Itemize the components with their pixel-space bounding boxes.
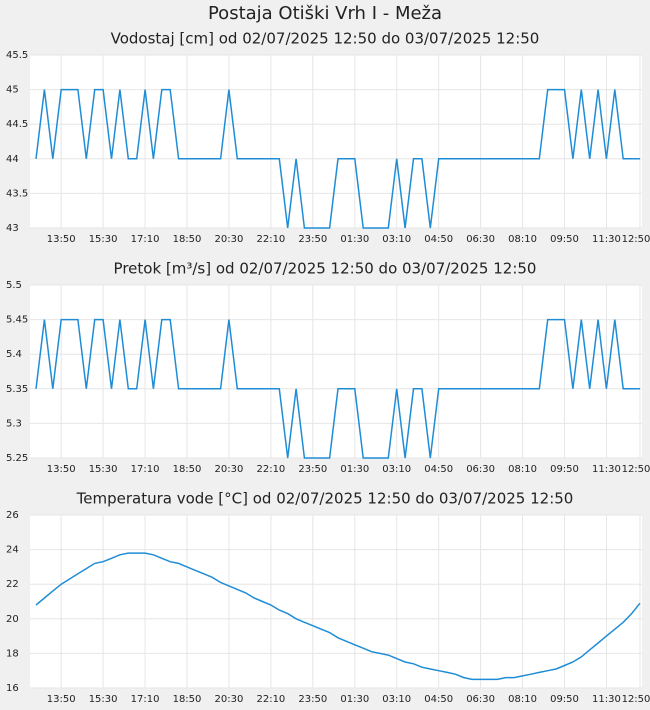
x-tick-label: 03:10 — [382, 234, 411, 245]
data-line — [35, 318, 640, 459]
x-tick-label: 20:30 — [215, 234, 244, 245]
x-tick-label: 15:30 — [89, 694, 118, 705]
x-tick-label: 06:30 — [466, 234, 495, 245]
x-tick-label: 11:30 — [592, 694, 621, 705]
y-tick-label: 22 — [6, 579, 19, 590]
chart-title: Temperatura vode [°C] od 02/07/2025 12:5… — [76, 490, 574, 508]
x-tick-label: 17:10 — [131, 234, 160, 245]
x-tick-label: 23:50 — [298, 234, 327, 245]
x-tick-label: 04:50 — [424, 464, 453, 475]
y-tick-label: 44.5 — [6, 119, 28, 130]
x-tick-label: 13:50 — [47, 694, 76, 705]
x-tick-label: 22:10 — [256, 694, 285, 705]
x-tick-label: 12:50 — [622, 694, 650, 705]
x-tick-label: 08:10 — [508, 234, 537, 245]
x-tick-label: 09:50 — [550, 694, 579, 705]
x-tick-label: 18:50 — [173, 234, 202, 245]
x-tick-label: 22:10 — [256, 234, 285, 245]
y-tick-label: 5.25 — [6, 453, 28, 464]
x-tick-label: 06:30 — [466, 464, 495, 475]
x-tick-label: 13:50 — [47, 464, 76, 475]
x-tick-label: 22:10 — [256, 464, 285, 475]
x-tick-label: 13:50 — [47, 234, 76, 245]
x-tick-label: 17:10 — [131, 464, 160, 475]
y-tick-label: 45 — [6, 85, 19, 96]
y-tick-label: 43 — [6, 223, 19, 234]
x-tick-label: 08:10 — [508, 464, 537, 475]
y-tick-label: 5.5 — [6, 280, 22, 291]
x-tick-label: 11:30 — [592, 234, 621, 245]
x-tick-label: 03:10 — [382, 694, 411, 705]
x-tick-label: 17:10 — [131, 694, 160, 705]
x-tick-label: 12:50 — [622, 234, 650, 245]
x-tick-label: 09:50 — [550, 464, 579, 475]
chart-title: Vodostaj [cm] od 02/07/2025 12:50 do 03/… — [111, 30, 540, 48]
x-tick-label: 01:30 — [340, 464, 369, 475]
x-tick-label: 15:30 — [89, 234, 118, 245]
y-tick-label: 43.5 — [6, 188, 28, 199]
x-tick-label: 11:30 — [592, 464, 621, 475]
y-tick-label: 24 — [6, 545, 19, 556]
x-tick-label: 01:30 — [340, 694, 369, 705]
data-line — [35, 552, 641, 681]
x-tick-label: 20:30 — [215, 464, 244, 475]
x-tick-label: 23:50 — [298, 464, 327, 475]
x-tick-label: 04:50 — [424, 234, 453, 245]
x-tick-label: 08:10 — [508, 694, 537, 705]
x-tick-label: 23:50 — [298, 694, 327, 705]
x-tick-label: 18:50 — [173, 464, 202, 475]
data-line — [35, 88, 640, 229]
x-tick-label: 12:50 — [622, 464, 650, 475]
main-title: Postaja Otiški Vrh I - Meža — [208, 3, 442, 24]
y-tick-label: 44 — [6, 154, 19, 165]
y-tick-label: 5.3 — [6, 418, 22, 429]
y-tick-label: 45.5 — [6, 50, 28, 61]
x-tick-label: 06:30 — [466, 694, 495, 705]
plot-area — [30, 55, 642, 228]
y-tick-label: 5.45 — [6, 315, 28, 326]
y-tick-label: 18 — [6, 648, 19, 659]
y-tick-label: 5.4 — [6, 349, 22, 360]
x-tick-label: 04:50 — [424, 694, 453, 705]
chart-title: Pretok [m³/s] od 02/07/2025 12:50 do 03/… — [114, 260, 537, 278]
x-tick-label: 20:30 — [215, 694, 244, 705]
y-tick-label: 26 — [6, 510, 19, 521]
x-tick-label: 01:30 — [340, 234, 369, 245]
x-tick-label: 09:50 — [550, 234, 579, 245]
plot-area — [30, 285, 642, 458]
y-tick-label: 16 — [6, 683, 19, 694]
x-tick-label: 15:30 — [89, 464, 118, 475]
y-tick-label: 20 — [6, 614, 19, 625]
x-tick-label: 18:50 — [173, 694, 202, 705]
y-tick-label: 5.35 — [6, 384, 28, 395]
plot-area — [30, 515, 642, 688]
x-tick-label: 03:10 — [382, 464, 411, 475]
